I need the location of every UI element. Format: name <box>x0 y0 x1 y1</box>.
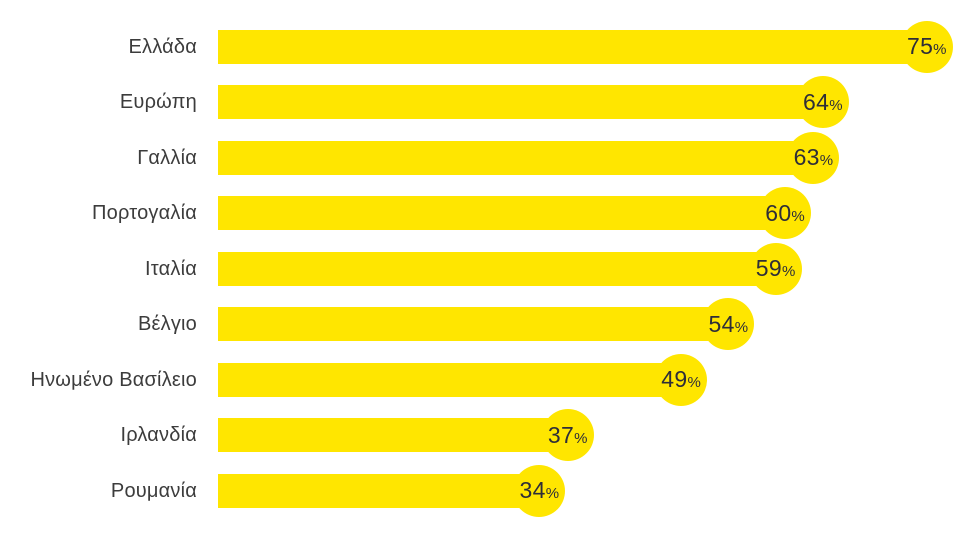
bar-track: 59% <box>218 241 962 297</box>
value-number: 54 <box>708 310 735 337</box>
bar-row: Βέλγιο 54% <box>0 297 962 353</box>
value-number: 75 <box>906 33 934 60</box>
bar-end-circle: 37% <box>541 409 594 462</box>
percent-sign: % <box>791 207 805 225</box>
bar-chart: Ελλάδα 75% Ευρώπη 64% Γαλλία 63% Πορτογαλία 60%… <box>0 19 962 519</box>
value-number: 64 <box>803 88 830 115</box>
value-label: 34% <box>520 477 560 504</box>
bar-end-circle: 49% <box>655 353 708 406</box>
category-label: Πορτογαλία <box>92 202 197 225</box>
category-label: Βέλγιο <box>137 313 197 336</box>
bar-end-circle: 64% <box>796 76 849 129</box>
bar-row: Πορτογαλία 60% <box>0 186 962 242</box>
bar-track: 64% <box>218 75 962 131</box>
category-label: Ιρλανδία <box>120 424 197 447</box>
category-label: Ευρώπη <box>119 91 197 114</box>
value-number: 59 <box>755 255 782 282</box>
bar-segment: 49% <box>218 353 708 406</box>
percent-sign: % <box>734 318 749 336</box>
percent-sign: % <box>781 263 796 281</box>
percent-sign: % <box>819 152 834 170</box>
category-label: Ρουμανία <box>110 479 197 502</box>
bar-track: 37% <box>218 408 962 464</box>
bar-track: 49% <box>218 352 962 408</box>
value-number: 34 <box>519 477 546 504</box>
percent-sign: % <box>687 374 701 392</box>
bar-segment: 64% <box>218 76 849 129</box>
bar-segment: 34% <box>218 464 566 517</box>
bar-end-circle: 34% <box>513 464 566 517</box>
bar-track: 63% <box>218 130 962 186</box>
value-number: 60 <box>765 199 792 226</box>
percent-sign: % <box>829 96 843 114</box>
bar-segment: 59% <box>218 242 802 295</box>
bar-row: Ελλάδα 75% <box>0 19 962 75</box>
bar-end-circle: 75% <box>900 20 953 73</box>
percent-sign: % <box>933 41 947 59</box>
value-label: 63% <box>794 144 834 171</box>
percent-sign: % <box>545 485 560 503</box>
category-label: Γαλλία <box>137 146 197 169</box>
bar-row: Ρουμανία 34% <box>0 463 962 519</box>
bar-segment: 37% <box>218 409 594 462</box>
value-number: 63 <box>793 144 820 171</box>
bar-segment: 63% <box>218 131 840 184</box>
bar-track: 60% <box>218 186 962 242</box>
bar-track: 54% <box>218 297 962 353</box>
percent-sign: % <box>574 429 588 447</box>
bar-end-circle: 59% <box>749 242 802 295</box>
bar-segment: 60% <box>218 187 811 240</box>
value-label: 60% <box>765 200 805 227</box>
value-label: 54% <box>709 311 749 338</box>
value-label: 37% <box>548 422 588 449</box>
bar-row: Γαλλία 63% <box>0 130 962 186</box>
bar-track: 34% <box>218 463 962 519</box>
value-label: 75% <box>907 33 947 60</box>
bar-end-circle: 63% <box>787 131 840 184</box>
value-label: 59% <box>756 255 796 282</box>
bar-row: Ηνωμένο Βασίλειο 49% <box>0 352 962 408</box>
bar-segment: 75% <box>218 20 953 73</box>
bar-row: Ιρλανδία 37% <box>0 408 962 464</box>
value-number: 49 <box>661 366 688 393</box>
bar-end-circle: 54% <box>702 298 755 351</box>
value-label: 49% <box>661 366 701 393</box>
category-label: Ηνωμένο Βασίλειο <box>30 368 197 391</box>
category-label: Ιταλία <box>145 257 197 280</box>
bar-row: Ιταλία 59% <box>0 241 962 297</box>
value-label: 64% <box>803 89 843 116</box>
bar-segment: 54% <box>218 298 755 351</box>
bar-track: 75% <box>218 19 962 75</box>
category-label: Ελλάδα <box>128 35 197 58</box>
value-number: 37 <box>547 421 575 448</box>
bar-end-circle: 60% <box>759 187 811 240</box>
bar-row: Ευρώπη 64% <box>0 75 962 131</box>
